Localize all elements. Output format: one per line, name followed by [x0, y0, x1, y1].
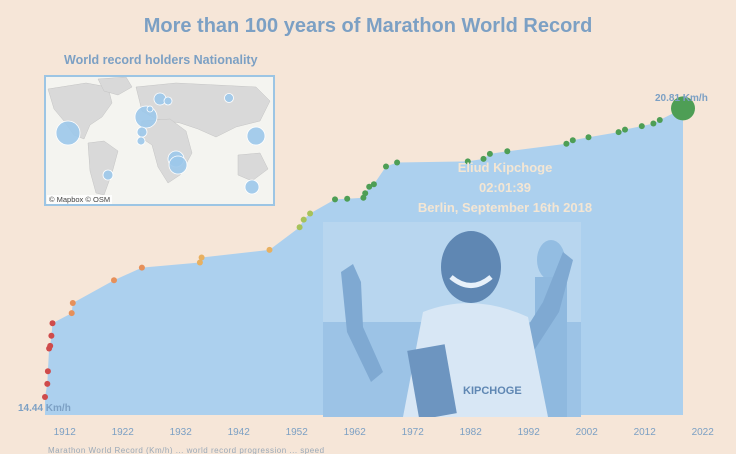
record-points	[42, 96, 695, 400]
runner-photo: KIPCHOGE	[323, 222, 581, 417]
record-point[interactable]	[111, 277, 117, 284]
record-point[interactable]	[344, 195, 351, 202]
record-point[interactable]	[196, 259, 203, 266]
record-point-latest[interactable]	[671, 96, 695, 121]
record-point[interactable]	[464, 158, 471, 165]
x-tick-label: 2022	[692, 427, 715, 438]
record-point[interactable]	[307, 210, 314, 217]
x-tick-label: 1912	[54, 427, 77, 438]
record-point[interactable]	[198, 254, 205, 261]
x-tick-label: 1922	[112, 427, 135, 438]
end-value-label: 20.81 Km/h	[655, 93, 708, 104]
start-value-label: 14.44 Km/h	[18, 403, 71, 414]
record-point[interactable]	[47, 342, 54, 349]
x-tick-label: 1942	[228, 427, 251, 438]
x-tick-label: 1962	[344, 427, 367, 438]
record-point[interactable]	[44, 368, 51, 375]
record-point[interactable]	[656, 117, 663, 123]
nationality-bubbles	[55, 92, 266, 195]
record-point[interactable]	[480, 155, 487, 162]
x-tick-label: 1932	[170, 427, 193, 438]
record-point[interactable]	[585, 134, 592, 141]
world-map[interactable]: © Mapbox © OSM	[44, 75, 275, 206]
record-point[interactable]	[650, 120, 657, 127]
chart-title: More than 100 years of Marathon World Re…	[143, 15, 593, 37]
record-point[interactable]	[360, 194, 367, 201]
record-point[interactable]	[638, 123, 645, 130]
record-point[interactable]	[486, 150, 493, 157]
record-point[interactable]	[68, 310, 75, 317]
map-attribution[interactable]: © Mapbox © OSM	[47, 195, 113, 204]
record-point[interactable]	[49, 320, 56, 327]
record-point[interactable]	[48, 332, 55, 339]
record-point[interactable]	[622, 126, 628, 133]
footnote: Marathon World Record (Km/h) ... world r…	[48, 446, 325, 454]
record-point[interactable]	[504, 148, 511, 155]
annotation-place-date: Berlin, September 16th 2018	[417, 200, 593, 215]
record-point[interactable]	[332, 196, 338, 203]
record-point[interactable]	[362, 190, 369, 197]
record-point[interactable]	[44, 380, 51, 387]
record-point[interactable]	[300, 216, 307, 223]
record-point[interactable]	[383, 163, 389, 170]
record-point[interactable]	[615, 129, 622, 136]
map-title: World record holders Nationality	[64, 53, 258, 67]
x-axis-ticks: 1912 1922 1932 1942 1952 1962 1972 1982 1992 2002…	[54, 427, 715, 438]
x-tick-label: 2012	[634, 427, 657, 438]
record-point[interactable]	[563, 140, 570, 147]
record-point[interactable]	[138, 264, 145, 271]
record-point[interactable]	[366, 183, 373, 190]
x-tick-label: 1982	[460, 427, 483, 438]
record-point[interactable]	[69, 300, 76, 306]
record-point[interactable]	[394, 159, 401, 166]
x-tick-label: 1952	[286, 427, 309, 438]
x-tick-label: 2002	[576, 427, 599, 438]
x-tick-label: 1992	[518, 427, 541, 438]
record-point[interactable]	[370, 181, 377, 188]
svg-text:KIPCHOGE: KIPCHOGE	[463, 385, 522, 397]
x-tick-label: 1972	[402, 427, 425, 438]
annotation-time: 02:01:39	[478, 180, 532, 195]
annotation-name: Eliud Kipchoge	[457, 160, 553, 175]
record-point[interactable]	[296, 224, 303, 231]
record-point[interactable]	[266, 246, 273, 253]
record-point[interactable]	[569, 137, 576, 144]
record-point[interactable]	[42, 394, 48, 400]
